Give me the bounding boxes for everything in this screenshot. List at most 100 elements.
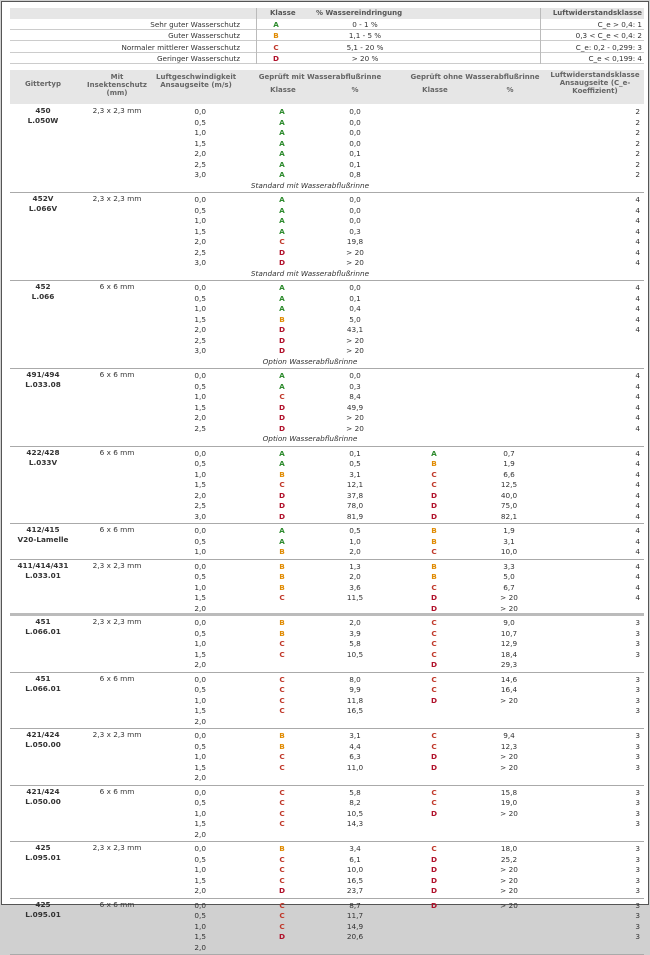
cell-pct-mit: 3,6 [340,583,370,592]
cell-speed: 0,5 [160,459,206,468]
cell-klasse-mit: C [272,819,292,828]
cell-luftwiderstand: 3 [635,855,640,864]
cell-luftwiderstand: 3 [635,932,640,941]
group-note: Option Wasserabflußrinne [160,357,460,366]
cell-speed: 1,5 [160,932,206,941]
legend-air: C_e: 0,2 - 0,299: 3 [576,43,642,52]
cell-pct-mit: 5,0 [340,315,370,324]
cell-speed: 2,5 [160,501,206,510]
cell-luftwiderstand: 4 [635,470,640,479]
cell-luftwiderstand: 4 [635,449,640,458]
cell-speed: 1,5 [160,227,206,236]
cell-speed: 2,0 [160,237,206,246]
cell-pct-ohne: > 20 [494,593,524,602]
table-row: 2,0 [10,830,644,841]
col-pct-2: % [500,86,520,94]
col-luftgeschwindigkeit: Luftgeschwindigkeit Ansaugseite (m/s) [156,73,236,89]
cell-pct-mit: 3,1 [340,470,370,479]
cell-klasse-mit: A [272,216,292,225]
cell-klasse-mit: B [272,583,292,592]
cell-pct-ohne: 12,3 [494,742,524,751]
cell-luftwiderstand: 3 [635,865,640,874]
cell-klasse-mit: A [272,160,292,169]
cell-klasse-mit: D [272,336,292,345]
cell-klasse-mit: B [272,731,292,740]
cell-pct-ohne: > 20 [494,696,524,705]
col-gittertyp: Gittertyp [12,80,74,88]
cell-klasse-ohne: D [424,501,444,510]
cell-klasse-ohne: C [424,470,444,479]
cell-luftwiderstand: 3 [635,911,640,920]
cell-klasse-ohne: C [424,685,444,694]
cell-speed: 0,0 [160,562,206,571]
cell-klasse-mit: C [272,876,292,885]
cell-klasse-mit: C [272,901,292,910]
cell-luftwiderstand: 4 [635,304,640,313]
cell-luftwiderstand: 4 [635,583,640,592]
cell-speed: 0,0 [160,107,206,116]
cell-klasse-ohne: D [424,593,444,602]
cell-speed: 0,0 [160,844,206,853]
cell-pct-mit: 78,0 [340,501,370,510]
cell-klasse-ohne: C [424,798,444,807]
cell-pct-mit: 0,1 [340,449,370,458]
cell-pct-ohne: > 20 [494,876,524,885]
cell-pct-mit: 0,5 [340,526,370,535]
cell-pct-mit: 8,4 [340,392,370,401]
cell-speed: 1,0 [160,216,206,225]
cell-klasse-mit: D [272,258,292,267]
cell-klasse-mit: B [272,742,292,751]
cell-klasse-mit: A [272,128,292,137]
cell-luftwiderstand: 4 [635,572,640,581]
cell-klasse-ohne: C [424,675,444,684]
cell-speed: 0,5 [160,685,206,694]
cell-speed: 1,0 [160,922,206,931]
legend-desc: Guter Wasserschutz [168,31,240,40]
cell-pct-mit: 16,5 [340,876,370,885]
legend-desc: Normaler mittlerer Wasserschutz [122,43,241,52]
cell-luftwiderstand: 4 [635,491,640,500]
cell-luftwiderstand: 3 [635,706,640,715]
cell-pct-ohne: 9,4 [494,731,524,740]
cell-pct-mit: 1,3 [340,562,370,571]
cell-klasse-mit: B [272,470,292,479]
cell-luftwiderstand: 3 [635,639,640,648]
cell-pct-ohne: 1,9 [494,526,524,535]
cell-pct-mit: 81,9 [340,512,370,521]
cell-luftwiderstand: 4 [635,537,640,546]
cell-klasse-ohne: C [424,480,444,489]
table-header: Gittertyp Mit Insektenschutz (mm) Luftge… [10,70,644,104]
cell-klasse-ohne: C [424,844,444,853]
group-note: Standard mit Wasserabflußrinne [160,269,460,278]
cell-speed: 3,0 [160,346,206,355]
cell-speed: 1,0 [160,696,206,705]
cell-luftwiderstand: 2 [635,170,640,179]
cell-speed: 1,0 [160,304,206,313]
cell-luftwiderstand: 3 [635,886,640,895]
cell-luftwiderstand: 4 [635,237,640,246]
cell-luftwiderstand: 4 [635,424,640,433]
